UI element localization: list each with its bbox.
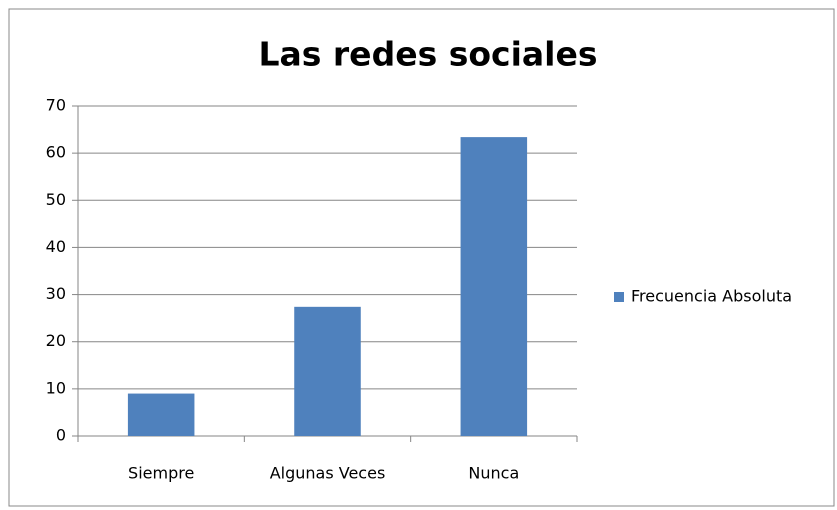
x-tick-label: Siempre [128,464,194,483]
y-tick-label: 50 [46,190,66,209]
bar [294,306,361,436]
legend-swatch [614,292,624,302]
bar [127,393,195,436]
legend-label: Frecuencia Absoluta [631,287,792,306]
y-tick-label: 20 [46,331,66,350]
y-tick-label: 30 [46,284,66,303]
chart-title: Las redes sociales [258,35,597,74]
x-tick-label: Algunas Veces [270,464,386,483]
x-tick-label: Nunca [468,464,519,483]
y-tick-label: 10 [46,378,66,397]
y-tick-label: 40 [46,237,66,256]
y-tick-label: 0 [56,426,66,445]
y-tick-label: 70 [46,96,66,115]
bar [460,137,528,436]
y-tick-label: 60 [46,143,66,162]
